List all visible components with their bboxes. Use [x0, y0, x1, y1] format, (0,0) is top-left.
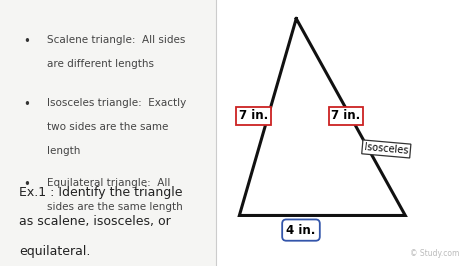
Text: Ex.1 : Identify the triangle: Ex.1 : Identify the triangle [19, 186, 182, 199]
Text: •: • [24, 98, 31, 111]
Text: 7 in.: 7 in. [239, 109, 268, 122]
Text: Scalene triangle:  All sides: Scalene triangle: All sides [47, 35, 186, 45]
Text: Isosceles: Isosceles [364, 142, 409, 156]
Text: 7 in.: 7 in. [331, 109, 361, 122]
Text: © Study.com: © Study.com [410, 249, 460, 258]
Text: 4 in.: 4 in. [286, 224, 316, 236]
Text: Isosceles triangle:  Exactly: Isosceles triangle: Exactly [47, 98, 187, 109]
Text: •: • [24, 35, 31, 48]
Text: two sides are the same: two sides are the same [47, 122, 169, 132]
Text: length: length [47, 146, 81, 156]
Text: sides are the same length: sides are the same length [47, 202, 183, 212]
Text: equilateral.: equilateral. [19, 245, 91, 258]
Text: are different lengths: are different lengths [47, 59, 155, 69]
Text: as scalene, isosceles, or: as scalene, isosceles, or [19, 215, 171, 228]
Text: •: • [24, 178, 31, 191]
Text: Equilateral triangle:  All: Equilateral triangle: All [47, 178, 171, 188]
Bar [216, 0, 474, 266]
